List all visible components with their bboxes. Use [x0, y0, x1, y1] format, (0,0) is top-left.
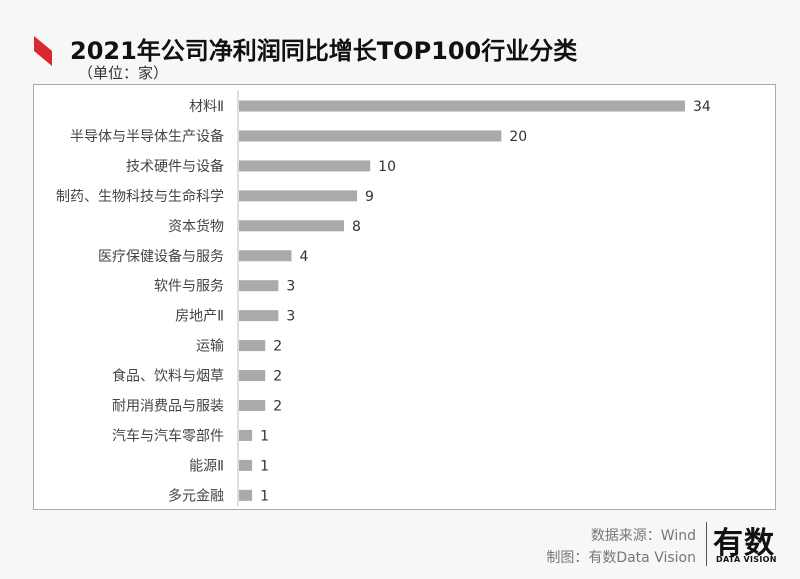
unit-label: （单位：家） [78, 64, 169, 82]
bar [239, 220, 344, 232]
category-label: 材料Ⅱ [189, 99, 224, 115]
category-label: 食品、饮料与烟草 [112, 368, 224, 385]
bar [239, 310, 279, 322]
bar [239, 429, 253, 441]
category-label: 半导体与半导体生产设备 [70, 128, 224, 145]
chart-maker: 制图：有数Data Vision [546, 550, 696, 566]
bar-value-label: 9 [365, 189, 374, 205]
footer-divider [706, 522, 707, 566]
bar-value-label: 2 [273, 399, 282, 415]
bar-value-label: 1 [260, 458, 269, 474]
category-label: 技术硬件与设备 [126, 158, 224, 175]
bar-value-label: 3 [286, 309, 295, 325]
data-source: 数据来源：Wind [590, 528, 696, 544]
title-accent-icon [34, 36, 52, 66]
category-label: 房地产Ⅱ [175, 309, 224, 325]
chart-container: 材料Ⅱ 34 半导体与半导体生产设备 20 技术硬件与设备 10 制药、生物科技与生命科学 9… [33, 84, 776, 510]
bar-value-label: 2 [273, 369, 282, 385]
bar [239, 160, 371, 172]
bar-value-label: 4 [299, 249, 308, 265]
bar [239, 459, 253, 471]
bar [239, 370, 266, 382]
bar [239, 100, 685, 112]
category-label: 能源Ⅱ [189, 458, 224, 474]
brand-logo-subtitle: DATA VISION [716, 555, 777, 564]
bar-value-label: 2 [273, 339, 282, 355]
category-label: 医疗保健设备与服务 [98, 248, 224, 265]
category-label: 多元金融 [168, 487, 224, 504]
chart-title: 2021年公司净利润同比增长TOP100行业分类 [70, 37, 578, 65]
bar-value-label: 1 [260, 428, 269, 444]
bar [239, 130, 502, 142]
bar [239, 190, 358, 202]
category-label: 软件与服务 [154, 279, 224, 295]
category-label: 制药、生物科技与生命科学 [56, 188, 224, 205]
category-label: 汽车与汽车零部件 [112, 427, 224, 444]
category-label: 耐用消费品与服装 [112, 399, 224, 415]
category-label: 资本货物 [168, 218, 224, 235]
bar-value-label: 20 [509, 129, 527, 145]
bar [239, 250, 292, 262]
category-label: 运输 [196, 339, 224, 355]
bar [239, 340, 266, 352]
bar-value-label: 8 [352, 219, 361, 235]
bar-value-label: 3 [286, 279, 295, 295]
bar [239, 280, 279, 292]
bar [239, 489, 253, 501]
brand-logo: 有数 [713, 526, 775, 561]
bar-value-label: 34 [693, 99, 711, 115]
bar-value-label: 1 [260, 488, 269, 504]
bar-value-label: 10 [378, 159, 396, 175]
bar [239, 400, 266, 411]
